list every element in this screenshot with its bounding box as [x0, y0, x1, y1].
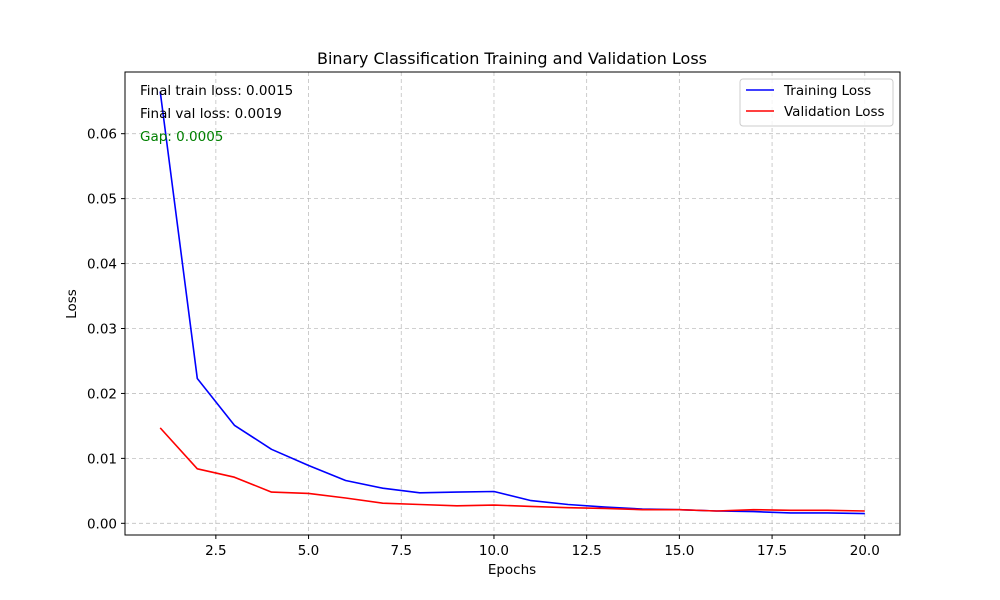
- y-tick-label: 0.05: [87, 192, 117, 208]
- grid: [125, 72, 900, 535]
- legend-box: [739, 78, 894, 127]
- legend-label-validation-loss: Validation Loss: [784, 104, 885, 120]
- legend: Training Loss Validation Loss: [739, 78, 894, 127]
- x-tick-label: 12.5: [572, 543, 602, 559]
- x-tick-label: 17.5: [757, 543, 787, 559]
- plot-frame: [124, 71, 901, 536]
- x-axis-label: Epochs: [488, 562, 536, 578]
- y-axis-label: Loss: [64, 289, 80, 319]
- y-tick-label: 0.03: [87, 322, 117, 338]
- y-tick-label: 0.01: [87, 451, 117, 467]
- series-line-validation-loss: [159, 427, 865, 512]
- legend-label-training-loss: Training Loss: [783, 83, 871, 99]
- annotation-final-val-loss: Final val loss: 0.0019: [140, 106, 282, 122]
- x-tick-label: 10.0: [479, 543, 509, 559]
- series-lines: [159, 91, 865, 515]
- x-tick-label: 2.5: [205, 543, 226, 559]
- chart-title: Binary Classification Training and Valid…: [317, 49, 707, 68]
- annotation-final-train-loss: Final train loss: 0.0015: [140, 83, 293, 99]
- x-tick-label: 20.0: [850, 543, 880, 559]
- axis-ticks: 2.5 5.0 7.5 10.0 12.5 15.0 17.5 20.0 0.00 0.01 0.0…: [87, 127, 880, 559]
- x-tick-label: 7.5: [391, 543, 412, 559]
- y-tick-label: 0.04: [87, 257, 117, 273]
- series-line-training-loss: [159, 91, 865, 515]
- y-tick-label: 0.00: [87, 516, 117, 532]
- y-tick-label: 0.06: [87, 127, 117, 143]
- x-tick-label: 5.0: [298, 543, 319, 559]
- x-tick-label: 15.0: [664, 543, 694, 559]
- annotation-gap: Gap: 0.0005: [140, 129, 223, 145]
- y-tick-label: 0.02: [87, 386, 117, 402]
